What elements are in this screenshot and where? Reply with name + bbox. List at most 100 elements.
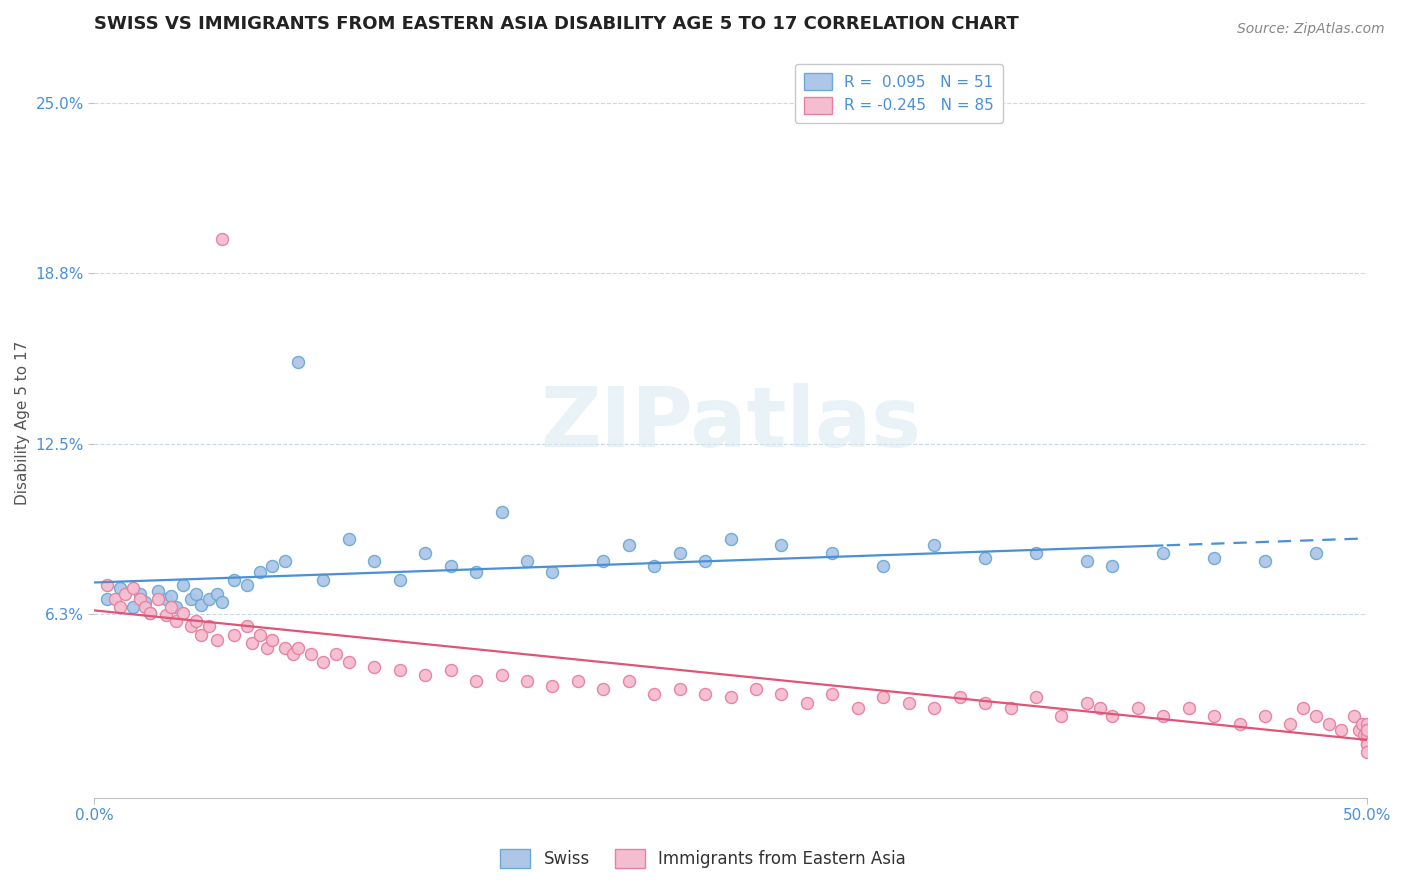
Point — [1076, 696, 1098, 710]
Point — [440, 663, 463, 677]
Point — [922, 537, 945, 551]
Point — [1050, 709, 1073, 723]
Point — [949, 690, 972, 705]
Point — [159, 600, 181, 615]
Point — [256, 641, 278, 656]
Point — [1355, 723, 1378, 737]
Point — [821, 546, 844, 560]
Point — [643, 559, 665, 574]
Point — [146, 583, 169, 598]
Point — [440, 559, 463, 574]
Point — [617, 537, 640, 551]
Point — [287, 355, 309, 369]
Point — [121, 600, 143, 615]
Point — [236, 619, 259, 633]
Point — [1351, 717, 1374, 731]
Point — [1305, 709, 1327, 723]
Point — [363, 554, 385, 568]
Point — [1177, 701, 1199, 715]
Point — [1101, 559, 1123, 574]
Point — [205, 586, 228, 600]
Point — [198, 592, 221, 607]
Point — [1025, 690, 1047, 705]
Point — [491, 505, 513, 519]
Point — [695, 554, 717, 568]
Point — [770, 537, 793, 551]
Point — [796, 696, 818, 710]
Point — [325, 647, 347, 661]
Point — [146, 592, 169, 607]
Point — [287, 641, 309, 656]
Point — [211, 232, 233, 246]
Point — [134, 600, 156, 615]
Point — [186, 614, 208, 628]
Point — [1355, 723, 1378, 737]
Point — [516, 554, 538, 568]
Point — [821, 688, 844, 702]
Point — [1348, 723, 1371, 737]
Point — [1000, 701, 1022, 715]
Point — [1317, 717, 1340, 731]
Point — [617, 673, 640, 688]
Point — [1101, 709, 1123, 723]
Point — [337, 532, 360, 546]
Point — [1152, 709, 1174, 723]
Point — [180, 619, 202, 633]
Point — [104, 592, 127, 607]
Y-axis label: Disability Age 5 to 17: Disability Age 5 to 17 — [15, 341, 30, 506]
Point — [121, 581, 143, 595]
Point — [592, 554, 614, 568]
Point — [129, 586, 152, 600]
Point — [592, 681, 614, 696]
Point — [1204, 551, 1226, 566]
Point — [96, 592, 118, 607]
Point — [236, 578, 259, 592]
Point — [186, 586, 208, 600]
Point — [643, 688, 665, 702]
Point — [541, 679, 564, 693]
Point — [668, 546, 690, 560]
Point — [299, 647, 322, 661]
Point — [281, 647, 304, 661]
Point — [1025, 546, 1047, 560]
Point — [224, 627, 246, 641]
Point — [312, 573, 335, 587]
Point — [240, 636, 263, 650]
Point — [249, 627, 271, 641]
Point — [1088, 701, 1111, 715]
Point — [872, 559, 894, 574]
Point — [165, 600, 187, 615]
Point — [180, 592, 202, 607]
Point — [262, 559, 284, 574]
Point — [388, 573, 411, 587]
Point — [224, 573, 246, 587]
Point — [159, 590, 181, 604]
Point — [897, 696, 920, 710]
Point — [770, 688, 793, 702]
Point — [1355, 717, 1378, 731]
Point — [114, 586, 136, 600]
Point — [668, 681, 690, 696]
Point — [974, 551, 997, 566]
Point — [1292, 701, 1315, 715]
Legend: R =  0.095   N = 51, R = -0.245   N = 85: R = 0.095 N = 51, R = -0.245 N = 85 — [794, 63, 1002, 123]
Point — [1204, 709, 1226, 723]
Point — [1353, 728, 1375, 742]
Point — [172, 606, 194, 620]
Point — [413, 546, 436, 560]
Point — [1229, 717, 1251, 731]
Point — [1254, 554, 1277, 568]
Point — [211, 595, 233, 609]
Point — [922, 701, 945, 715]
Point — [172, 578, 194, 592]
Point — [108, 600, 131, 615]
Point — [363, 660, 385, 674]
Point — [1126, 701, 1149, 715]
Point — [491, 668, 513, 682]
Text: ZIPatlas: ZIPatlas — [540, 383, 921, 464]
Point — [139, 606, 162, 620]
Point — [465, 565, 488, 579]
Point — [190, 598, 212, 612]
Point — [465, 673, 488, 688]
Legend: Swiss, Immigrants from Eastern Asia: Swiss, Immigrants from Eastern Asia — [494, 842, 912, 875]
